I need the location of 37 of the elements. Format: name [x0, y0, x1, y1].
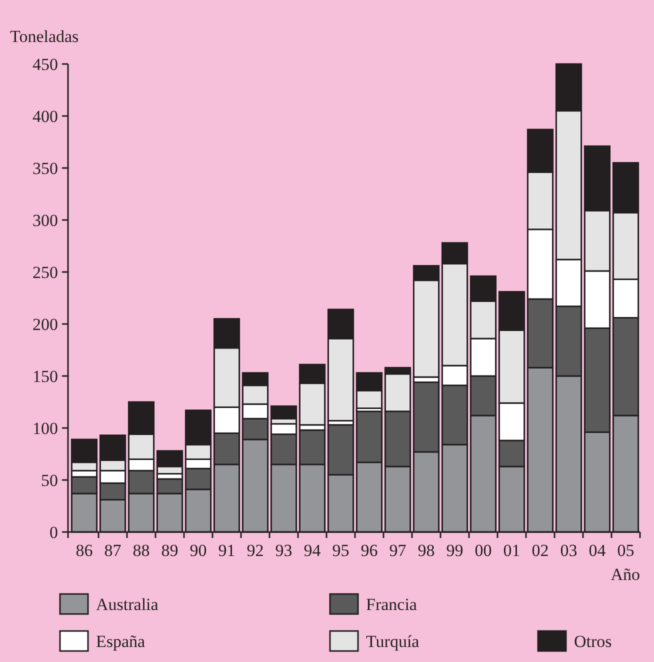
x-tick-label: 03	[560, 541, 578, 560]
x-tick-label: 05	[617, 541, 634, 560]
x-tick-label: 02	[532, 541, 549, 560]
y-tick-label: 250	[32, 262, 58, 282]
x-tick-label: 94	[304, 541, 322, 560]
y-tick-label: 300	[32, 210, 58, 230]
y-tick-label: 450	[32, 54, 58, 74]
y-axis-title: Toneladas	[10, 27, 79, 46]
x-tick-label: 87	[104, 541, 122, 560]
x-tick-label: 99	[446, 541, 464, 560]
x-tick-label: 04	[588, 541, 606, 560]
x-tick-label: 90	[190, 541, 207, 560]
y-tick-label: 100	[32, 418, 58, 438]
x-axis-title: Año	[610, 565, 640, 584]
legend-label: Otros	[574, 632, 612, 651]
legend-label: Australia	[96, 594, 159, 614]
x-tick-label: 97	[389, 541, 407, 560]
x-tick-label: 88	[132, 541, 150, 560]
x-tick-label: 00	[474, 541, 492, 560]
x-tick-label: 92	[246, 541, 264, 560]
y-tick-label: 400	[32, 106, 58, 126]
legend-label: Francia	[366, 594, 418, 614]
x-tick-label: 93	[275, 541, 292, 560]
y-tick-label: 200	[32, 314, 58, 334]
y-tick-label: 350	[32, 158, 58, 178]
x-tick-label: 96	[360, 541, 378, 560]
y-tick-label: 50	[41, 470, 58, 490]
y-tick-label: 150	[32, 366, 58, 386]
x-tick-label: 98	[418, 541, 435, 560]
x-tick-label: 01	[503, 541, 520, 560]
legend-label: España	[96, 632, 146, 651]
legend-label: Turquía	[366, 632, 420, 651]
x-tick-label: 95	[332, 541, 350, 560]
x-tick-label: 86	[76, 541, 93, 560]
y-tick-label: 0	[50, 522, 58, 542]
x-tick-label: 89	[161, 541, 178, 560]
x-tick-label: 91	[218, 541, 236, 560]
